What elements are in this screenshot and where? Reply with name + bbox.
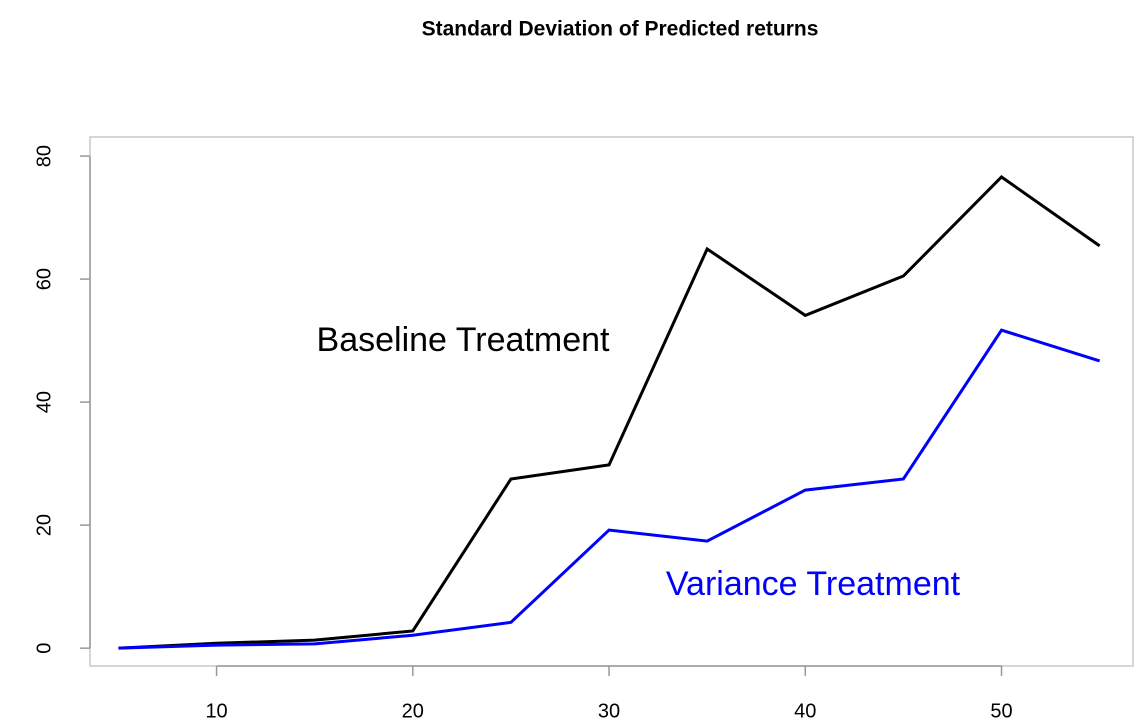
series-label: Variance Treatment xyxy=(666,565,961,603)
x-tick-label: 50 xyxy=(990,700,1012,721)
x-tick-label: 40 xyxy=(794,700,816,721)
y-tick-label: 0 xyxy=(33,643,55,654)
chart-title: Standard Deviation of Predicted returns xyxy=(422,18,819,41)
plot-box xyxy=(89,136,1134,667)
line-series xyxy=(118,328,1101,650)
y-tick-label: 40 xyxy=(33,391,55,413)
y-tick-label: 80 xyxy=(33,145,55,167)
y-tick-label: 20 xyxy=(33,514,55,536)
x-tick-label: 20 xyxy=(402,700,424,721)
x-tick-label: 30 xyxy=(598,700,620,721)
line-series xyxy=(118,175,1101,650)
y-tick-label: 60 xyxy=(33,268,55,290)
series-label: Baseline Treatment xyxy=(317,321,610,359)
x-tick-label: 10 xyxy=(205,700,227,721)
